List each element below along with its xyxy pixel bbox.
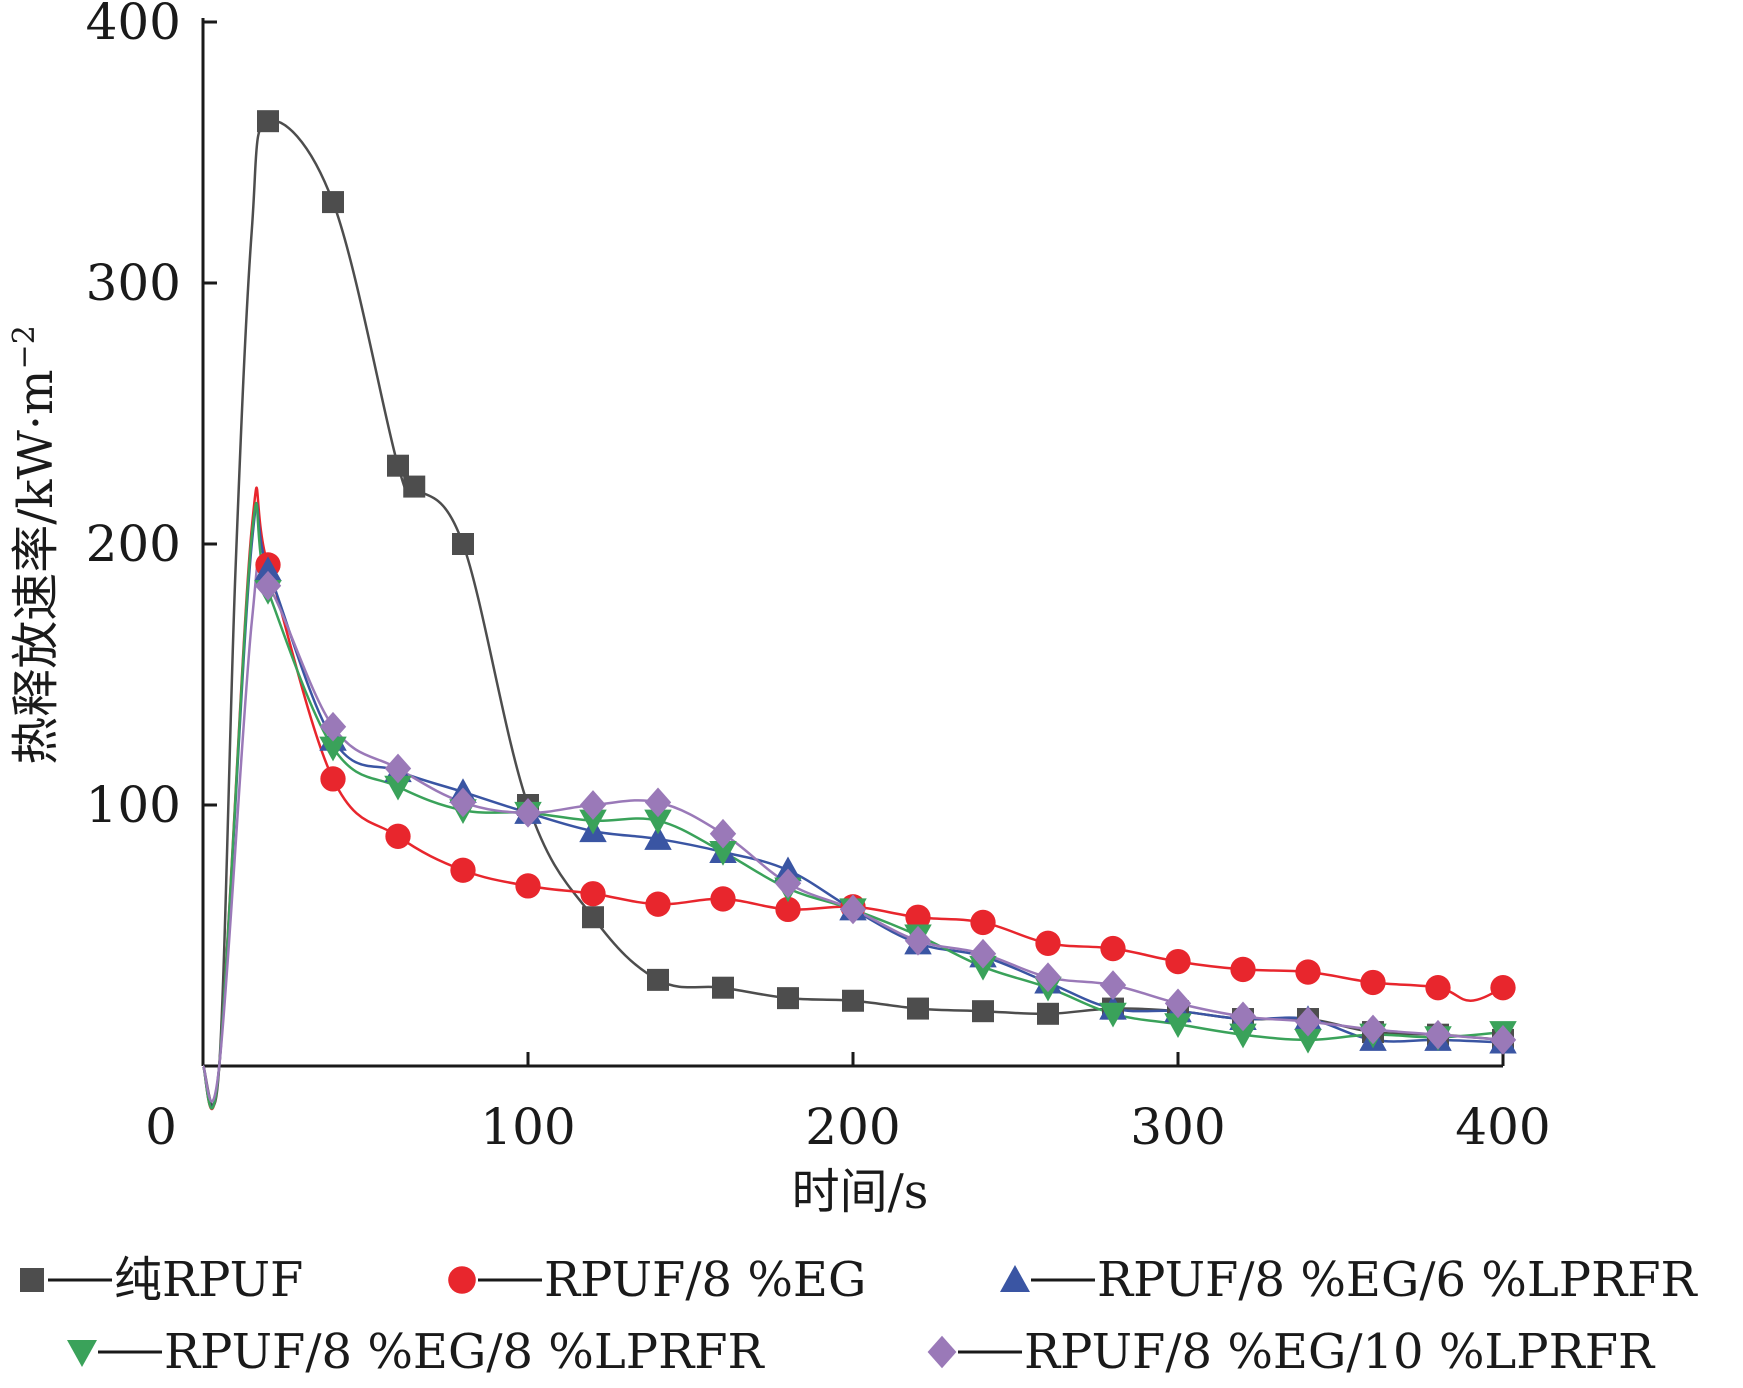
y-axis-title-superscript: −2	[7, 325, 42, 369]
legend-item: RPUF/8 %EG/8 %LPRFR	[67, 1324, 766, 1380]
series-5-point	[774, 868, 802, 899]
series-1-point	[322, 191, 344, 214]
series-2-point	[450, 857, 476, 883]
legend-label: RPUF/8 %EG	[544, 1252, 866, 1308]
series-4-point	[644, 809, 672, 835]
series-1-point	[907, 997, 929, 1020]
series-5-point	[1424, 1019, 1452, 1050]
legend: 纯RPUF RPUF/8 %EG RPUF/8 %EG/6 %LPRFR RPUF/8…	[20, 1252, 1699, 1380]
y-tick-label: 400	[86, 0, 181, 51]
series-4-point	[319, 736, 347, 762]
series-5-point	[254, 570, 282, 601]
series-1-point	[842, 989, 864, 1012]
legend-label: RPUF/8 %EG/8 %LPRFR	[164, 1324, 766, 1380]
series-4-point	[709, 840, 737, 866]
series-4-point	[1099, 1002, 1127, 1028]
series-5-point	[1229, 1001, 1257, 1032]
x-tick-label: 200	[805, 1098, 900, 1156]
legend-label: 纯RPUF	[114, 1252, 303, 1308]
series-1-point	[452, 533, 474, 555]
series-3-point	[644, 825, 672, 850]
series-1-point	[712, 976, 734, 999]
y-tick-label: 300	[86, 254, 181, 312]
legend-item: RPUF/8 %EG/6 %LPRFR	[1000, 1252, 1699, 1308]
series-1-point	[403, 475, 426, 498]
series-2-point	[1425, 975, 1451, 1001]
series-4-point	[1294, 1028, 1322, 1054]
series-2-point	[1100, 935, 1126, 962]
legend-item: RPUF/8 %EG	[448, 1252, 866, 1308]
series-2-point	[580, 881, 606, 907]
series-2-point	[385, 823, 411, 849]
series-5-point	[449, 787, 477, 818]
series-2-point	[1165, 948, 1191, 975]
x-tick-label: 400	[1455, 1098, 1550, 1156]
series-1-point	[1037, 1002, 1059, 1025]
series-5-point	[969, 938, 997, 969]
series-1-point	[647, 968, 669, 991]
series-5-point	[1099, 970, 1127, 1000]
x-tick-label: 300	[1130, 1098, 1225, 1156]
series-1-point	[257, 110, 279, 133]
y-tick-label: 200	[86, 515, 181, 573]
y-axis-title: 热释放速率/kW·m−2	[7, 325, 64, 765]
legend-item: RPUF/8 %EG/10 %LPRFR	[927, 1324, 1656, 1380]
series-1-point	[777, 987, 799, 1010]
series-4-point	[579, 809, 607, 835]
legend-marker	[1000, 1265, 1030, 1292]
series-1-point	[387, 454, 409, 477]
series-5-point	[1164, 988, 1192, 1019]
series-3-point	[254, 556, 282, 582]
series-2-point	[1490, 975, 1516, 1001]
series-5-point	[709, 818, 737, 849]
series-2-point	[1230, 956, 1256, 983]
series-2-point	[905, 904, 931, 930]
series-2-point	[710, 886, 736, 912]
series-4-point	[1164, 1013, 1192, 1038]
y-axis-title-main: 热释放速率/kW·m	[8, 369, 64, 764]
series-2-point	[1035, 930, 1061, 956]
legend-label: RPUF/8 %EG/6 %LPRFR	[1097, 1252, 1699, 1308]
series-5-point	[384, 753, 412, 784]
series-5-point	[839, 894, 867, 925]
legend-marker	[927, 1335, 957, 1369]
series-2-point	[775, 896, 801, 923]
x-ticks: 0 100 200 300 400	[145, 1052, 1551, 1156]
series-4-point	[1229, 1023, 1257, 1049]
series-line-1	[201, 119, 1504, 1107]
series-4-point	[384, 775, 412, 801]
series-5-point	[1489, 1025, 1517, 1055]
legend-item: 纯RPUF	[20, 1252, 303, 1308]
series-2-point	[1295, 959, 1321, 985]
series-1-point	[972, 1000, 994, 1023]
x-tick-label: 100	[480, 1098, 575, 1156]
x-axis-title: 时间/s	[792, 1164, 929, 1220]
legend-marker	[67, 1340, 97, 1367]
legend-marker	[448, 1266, 476, 1294]
series-5-point	[514, 797, 542, 828]
legend-label: RPUF/8 %EG/10 %LPRFR	[1024, 1324, 1656, 1380]
series-5-point	[579, 790, 607, 820]
series-5-point	[644, 787, 672, 818]
series-1-point	[582, 906, 604, 929]
series-5-point	[904, 925, 932, 956]
series-5-point	[1294, 1006, 1322, 1037]
x-tick-label: 0	[145, 1098, 177, 1156]
series-5-point	[319, 711, 347, 742]
series-2-point	[320, 766, 346, 792]
legend-marker	[20, 1268, 44, 1292]
series-2-point	[645, 891, 671, 917]
series-5-point	[1034, 962, 1062, 993]
series-markers	[254, 110, 1517, 1055]
y-tick-label: 100	[86, 776, 181, 834]
y-ticks: 100 200 300 400	[86, 0, 217, 834]
series-5-point	[1359, 1014, 1387, 1045]
series-2-point	[1360, 969, 1386, 996]
plot-area: 100 200 300 400 0 100 200 300 400	[86, 0, 1551, 1156]
series-2-point	[515, 873, 541, 899]
series-2-point	[970, 909, 996, 936]
